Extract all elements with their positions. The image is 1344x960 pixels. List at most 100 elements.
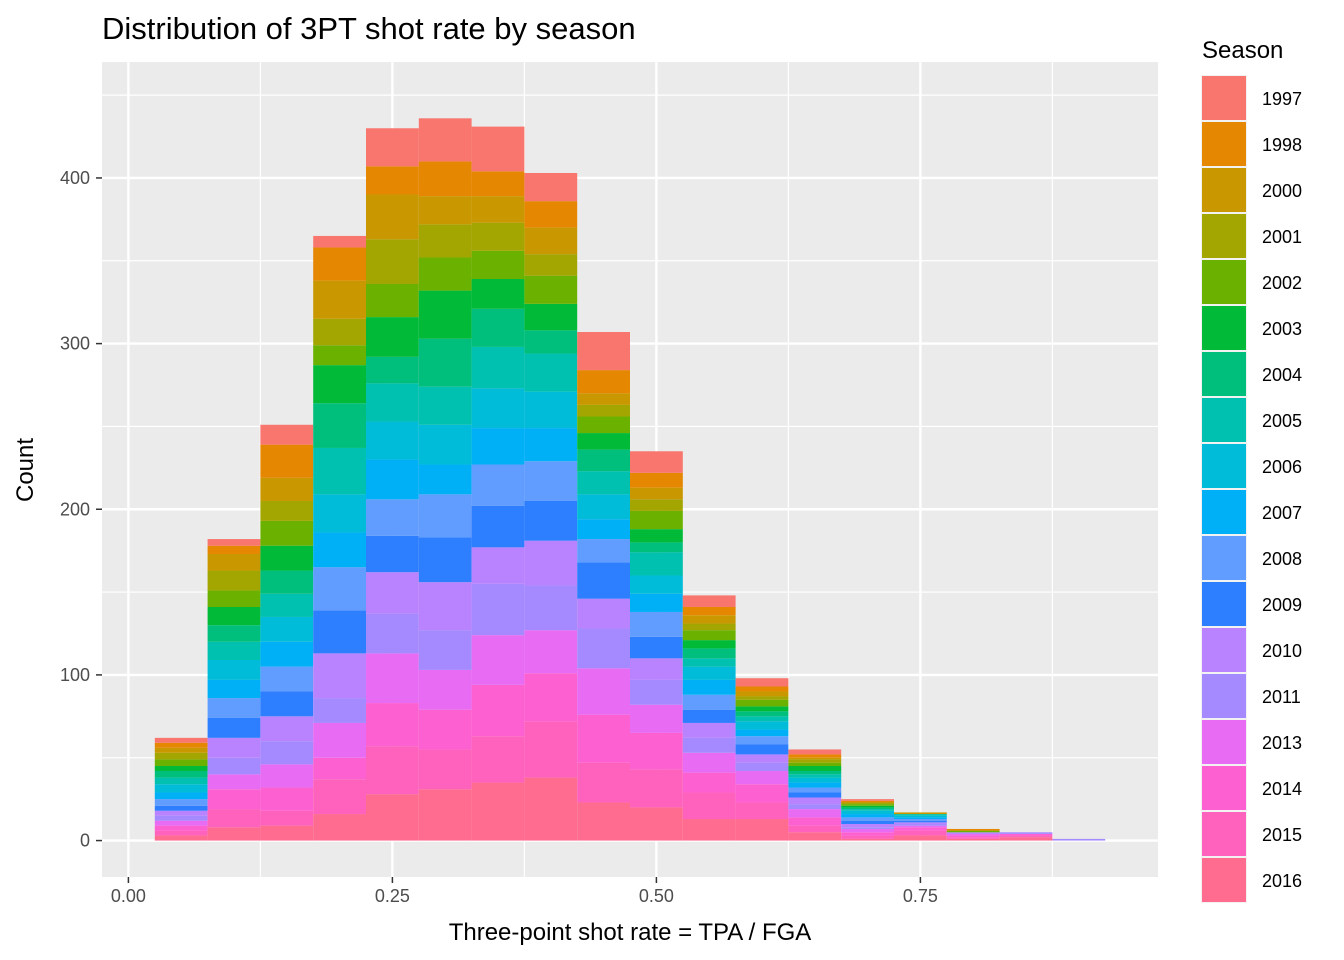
bar-segment-2002 (260, 520, 314, 546)
y-tick-label: 300 (60, 334, 90, 354)
legend-key-2003 (1202, 306, 1246, 350)
bar-segment-1998 (207, 545, 261, 554)
bar-segment-2014 (788, 817, 842, 826)
legend-label-2010: 2010 (1262, 641, 1302, 661)
bar-segment-2010 (366, 572, 419, 614)
bar-segment-2013 (524, 630, 578, 674)
bar-segment-2002 (154, 759, 208, 767)
bar-segment-2009 (841, 820, 894, 824)
bar-segment-2010 (682, 722, 736, 738)
bar-segment-2000 (366, 194, 419, 240)
bar-segment-2003 (260, 545, 314, 571)
bar-segment-2008 (577, 539, 630, 563)
bar-segment-2000 (471, 196, 525, 223)
x-tick-label: 0.50 (639, 886, 674, 906)
bar-segment-2015 (630, 769, 683, 808)
bar-segment-2016 (471, 782, 525, 841)
legend-key-2011 (1202, 674, 1246, 718)
bar-segment-2013 (577, 668, 630, 715)
bar-segment-2004 (313, 403, 366, 448)
bar-segment-2015 (154, 830, 208, 836)
bar-segment-2009 (894, 820, 947, 823)
bar-segment-2002 (682, 630, 736, 641)
bar-segment-2008 (154, 799, 208, 806)
bar-segment-2003 (418, 290, 472, 339)
bar-segment-2013 (735, 770, 789, 785)
bar-segment-2002 (313, 345, 366, 366)
bar-segment-2009 (207, 717, 261, 738)
legend: Season 1997 1998 2000 2001 2002 2003 2004 2005 2… (1201, 37, 1302, 903)
bar-segment-2002 (788, 762, 842, 767)
bar-segment-2015 (735, 802, 789, 820)
bar-segment-2014 (841, 832, 894, 836)
bar-segment-2004 (841, 807, 894, 810)
bar-segment-2011 (366, 613, 419, 654)
bar-segment-2007 (682, 679, 736, 695)
y-axis-title: Count (12, 438, 39, 502)
bar-segment-2014 (313, 757, 366, 780)
bar-segment-2005 (524, 353, 578, 392)
bar-segment-2006 (471, 388, 525, 429)
bar-segment-2007 (630, 593, 683, 612)
bar-segment-2009 (735, 744, 789, 755)
bar-segment-2004 (260, 570, 314, 594)
legend-key-2013 (1202, 720, 1246, 764)
bar-segment-2006 (524, 391, 578, 429)
y-tick-label: 100 (60, 665, 90, 685)
bar-segment-1997 (524, 172, 578, 202)
bar-segment-2011 (154, 815, 208, 821)
bar-segment-2007 (841, 814, 894, 818)
bar-segment-2006 (894, 815, 947, 818)
legend-label-2003: 2003 (1262, 319, 1302, 339)
bar-segment-2006 (841, 810, 894, 815)
bar-segment-2016 (630, 807, 683, 841)
bar-segment-2003 (788, 766, 842, 771)
bar-segment-2013 (946, 833, 1000, 836)
bar-segment-2003 (313, 365, 366, 404)
bar-segment-2001 (735, 696, 789, 700)
bar-segment-2013 (841, 828, 894, 833)
bar-segment-2015 (418, 749, 472, 790)
x-axis-title: Three-point shot rate = TPA / FGA (449, 919, 812, 946)
bar-segment-2011 (630, 679, 683, 705)
x-axis: 0.00 0.25 0.50 0.75 (111, 877, 938, 906)
bar-segment-2010 (260, 716, 314, 742)
bar-segment-2007 (577, 519, 630, 540)
legend-label-2008: 2008 (1262, 549, 1302, 569)
legend-label-2005: 2005 (1262, 411, 1302, 431)
bar-segment-2002 (577, 416, 630, 434)
bar-segment-2008 (260, 666, 314, 692)
bar-segment-2016 (313, 814, 366, 841)
bar-segment-2015 (999, 835, 1053, 838)
bar-segment-2005 (841, 809, 894, 811)
bar-segment-1997 (260, 424, 314, 445)
bar-segment-2003 (735, 706, 789, 712)
bar-segment-2003 (154, 766, 208, 771)
bar-segment-2011 (577, 628, 630, 669)
bar-segment-2009 (366, 535, 419, 573)
bar-segment-2015 (366, 746, 419, 795)
x-tick-label: 0.75 (903, 886, 938, 906)
bar-segment-2004 (418, 338, 472, 387)
bar-segment-2000 (894, 812, 947, 815)
bar-segment-1998 (418, 161, 472, 197)
bar-segment-1998 (682, 606, 736, 616)
legend-key-2007 (1202, 490, 1246, 534)
x-tick-label: 0.25 (375, 886, 410, 906)
bar-segment-2002 (418, 257, 472, 291)
bar-segment-2010 (577, 598, 630, 629)
bar-segment-2002 (630, 510, 683, 530)
bar-segment-2000 (735, 691, 789, 697)
bar-segment-2003 (682, 640, 736, 649)
bar-segment-2005 (313, 447, 366, 495)
y-tick-label: 0 (80, 831, 90, 851)
bar-segment-2001 (630, 499, 683, 511)
bar-segment-2013 (313, 722, 366, 758)
bar-segment-2006 (260, 616, 314, 642)
bar-segment-2006 (735, 721, 789, 730)
bar-segment-2009 (788, 792, 842, 798)
bar-segment-2000 (788, 757, 842, 760)
bar-segment-2016 (154, 835, 208, 841)
bar-segment-2011 (682, 737, 736, 753)
bar-segment-2008 (524, 461, 578, 501)
